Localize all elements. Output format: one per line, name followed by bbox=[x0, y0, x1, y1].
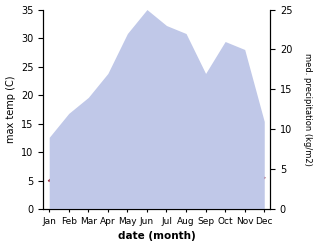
Y-axis label: med. precipitation (kg/m2): med. precipitation (kg/m2) bbox=[303, 53, 313, 166]
X-axis label: date (month): date (month) bbox=[118, 231, 196, 242]
Y-axis label: max temp (C): max temp (C) bbox=[5, 76, 16, 143]
